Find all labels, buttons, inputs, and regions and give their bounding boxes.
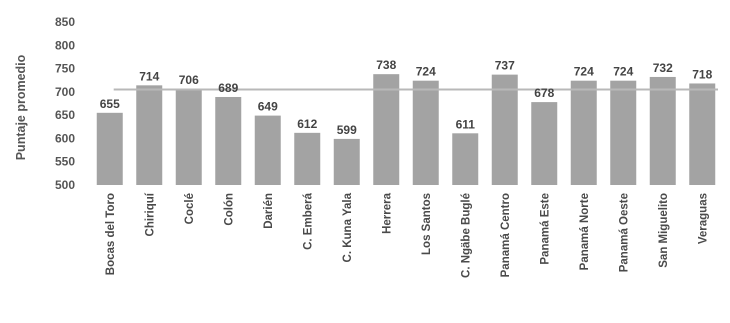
y-tick-label: 500 bbox=[55, 178, 75, 192]
category-label: Chiriquí bbox=[144, 192, 156, 236]
data-label: 611 bbox=[456, 117, 476, 131]
bar bbox=[570, 80, 597, 185]
category-label: Los Santos bbox=[421, 193, 433, 255]
data-label: 649 bbox=[258, 100, 278, 114]
data-label: 724 bbox=[574, 65, 594, 79]
data-label: 724 bbox=[416, 65, 436, 79]
y-tick-label: 600 bbox=[55, 131, 75, 145]
data-label: 732 bbox=[653, 61, 673, 75]
category-label: Panamá Oeste bbox=[618, 193, 630, 272]
bar bbox=[215, 96, 242, 185]
bar bbox=[531, 102, 558, 185]
bar bbox=[254, 115, 281, 185]
category-label: Darién bbox=[263, 193, 275, 229]
data-label: 714 bbox=[139, 69, 159, 83]
category-labels-group: Bocas del Toro Chiriquí Coclé Colón Darién C.… bbox=[105, 192, 710, 278]
category-label: Herrera bbox=[381, 192, 393, 234]
category-label: Coclé bbox=[184, 193, 196, 224]
data-label: 738 bbox=[376, 58, 396, 72]
category-label: Panamá Este bbox=[539, 193, 551, 265]
bar bbox=[294, 132, 321, 185]
bar bbox=[491, 74, 518, 185]
bar bbox=[452, 133, 479, 185]
category-label: San Miguelito bbox=[658, 193, 670, 268]
y-tick-label: 700 bbox=[55, 85, 75, 99]
bar bbox=[689, 83, 716, 185]
y-tick-label: 850 bbox=[55, 15, 75, 29]
bar bbox=[175, 89, 202, 185]
y-tick-label: 550 bbox=[55, 155, 75, 169]
data-label: 678 bbox=[534, 86, 554, 100]
y-tick-label: 750 bbox=[55, 62, 75, 76]
y-tick-label: 800 bbox=[55, 38, 75, 52]
data-labels-group: 655 714 706 689 649 612 599 738 724 611 737 678 724 7… bbox=[100, 58, 713, 137]
category-label: C. Emberá bbox=[302, 192, 314, 249]
bar bbox=[649, 76, 676, 185]
data-label: 599 bbox=[337, 123, 357, 137]
y-axis-title: Puntaje promedio bbox=[14, 54, 28, 160]
category-label: Panamá Centro bbox=[500, 193, 512, 277]
bars-group bbox=[96, 74, 716, 185]
data-label: 706 bbox=[179, 73, 199, 87]
category-label: C. Kuna Yala bbox=[342, 192, 354, 262]
data-label: 612 bbox=[297, 117, 317, 131]
category-label: Veraguas bbox=[697, 193, 709, 244]
data-label: 718 bbox=[692, 67, 712, 81]
category-label: Bocas del Toro bbox=[105, 193, 117, 275]
bar bbox=[136, 85, 163, 185]
bar bbox=[333, 138, 360, 185]
y-axis-ticks: 500 550 600 650 700 750 800 850 bbox=[55, 15, 75, 192]
data-label: 689 bbox=[218, 81, 238, 95]
y-tick-label: 650 bbox=[55, 108, 75, 122]
bar bbox=[610, 80, 637, 185]
data-label: 655 bbox=[100, 97, 120, 111]
bar bbox=[96, 112, 123, 185]
bar bbox=[373, 74, 400, 185]
data-label: 737 bbox=[495, 59, 515, 73]
bar bbox=[412, 80, 439, 185]
category-label: C. Ngäbe Buglé bbox=[460, 193, 472, 278]
category-label: Panamá Norte bbox=[579, 193, 591, 270]
data-label: 724 bbox=[613, 65, 633, 79]
category-label: Colón bbox=[223, 193, 235, 226]
